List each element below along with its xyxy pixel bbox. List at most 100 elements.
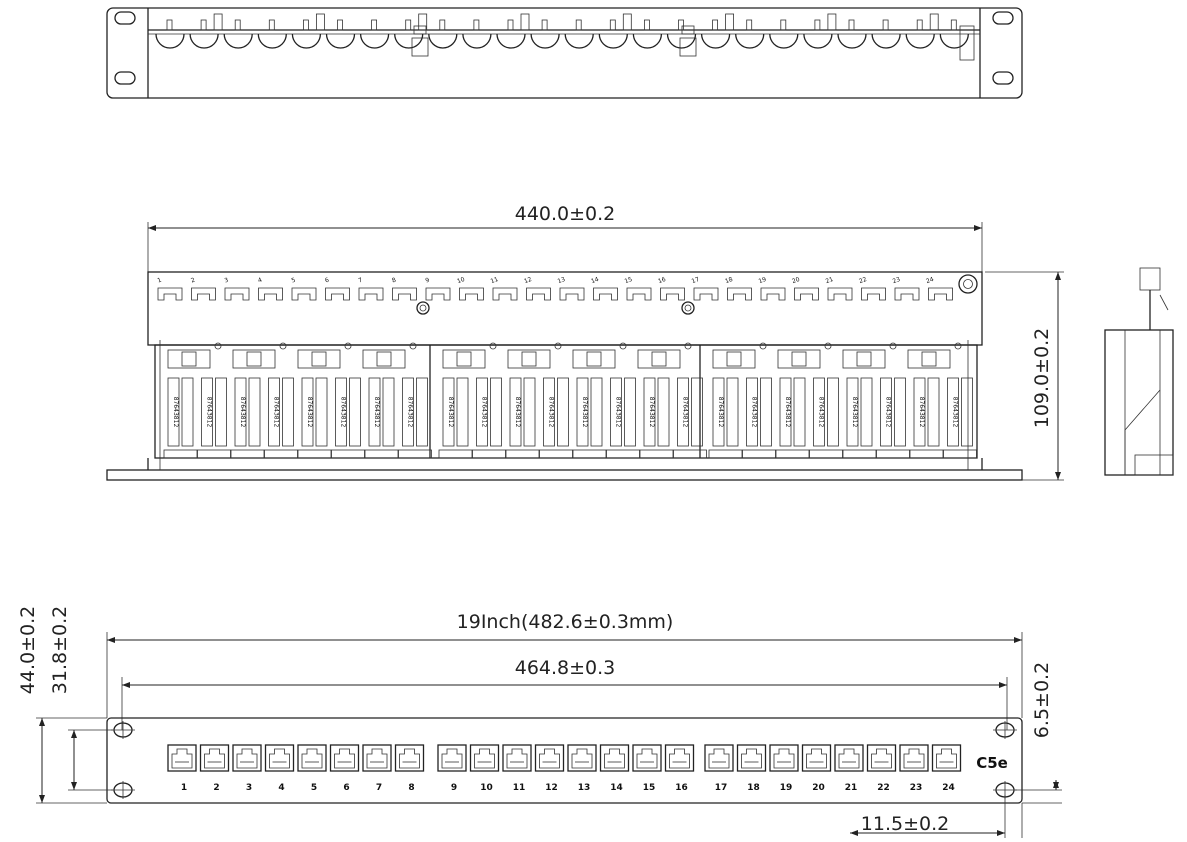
port-number: 1 [156, 277, 162, 285]
outline [520, 13, 530, 31]
outline [927, 377, 940, 447]
outline [405, 19, 412, 31]
outline [916, 19, 923, 31]
cutout [564, 33, 594, 49]
port-number: 6 [343, 783, 349, 793]
outline [469, 744, 500, 772]
port-outline [693, 287, 719, 301]
outline [456, 351, 472, 367]
outline [181, 351, 197, 367]
screw [619, 342, 627, 350]
outline [576, 377, 589, 447]
port-outline [425, 287, 451, 301]
rj45-jack [334, 748, 355, 769]
port-outline [626, 287, 652, 301]
outline [834, 744, 864, 772]
rj45-jack [741, 748, 762, 769]
port-outline [827, 287, 853, 301]
outline [364, 449, 399, 459]
screw [759, 342, 767, 350]
port-outline [492, 287, 518, 301]
outline [609, 19, 616, 31]
outline [337, 19, 343, 31]
port-number: 23 [910, 783, 923, 793]
port-number: 8 [408, 783, 414, 793]
outline [929, 13, 939, 31]
outline [114, 11, 136, 25]
pin-label: 87643812 [481, 397, 488, 428]
outline [1139, 267, 1161, 291]
pin-label: 87643812 [239, 397, 246, 428]
screw [279, 342, 287, 350]
rj45-jack [604, 748, 625, 769]
side-profile [1124, 389, 1161, 475]
outline [746, 19, 753, 31]
outline [814, 19, 821, 31]
outline [575, 19, 582, 31]
pin-label: 87643812 [717, 397, 724, 428]
pin-label: 87643812 [373, 397, 380, 428]
outline [590, 377, 603, 447]
edge [1159, 294, 1169, 311]
port-number: 14 [590, 276, 600, 285]
cutout [837, 33, 867, 49]
pin-label: 87643812 [172, 397, 179, 428]
port-outline [258, 287, 283, 301]
port-outline [894, 287, 920, 301]
port-number: 16 [675, 783, 688, 793]
outline [586, 351, 602, 367]
port-outline [291, 287, 317, 301]
rj45-jack [441, 748, 463, 769]
outline [114, 71, 136, 85]
outline [943, 449, 977, 459]
outline [736, 744, 767, 772]
outline [880, 377, 892, 447]
screw [958, 274, 978, 294]
outline [541, 19, 548, 31]
outline [961, 377, 973, 447]
cutout [462, 33, 492, 49]
cutout [735, 33, 765, 49]
outline [362, 349, 406, 369]
screw [419, 304, 427, 312]
rj45-jack [366, 748, 388, 769]
outline [876, 449, 910, 459]
port-number: 20 [791, 276, 801, 285]
port-number: 13 [578, 783, 591, 793]
rj45-jack [236, 748, 258, 769]
port-number: 5 [290, 277, 296, 285]
cutout [496, 33, 526, 49]
port-number: 9 [451, 783, 457, 793]
screw [681, 301, 695, 315]
outline [167, 349, 211, 369]
outline [860, 377, 873, 447]
pin-label: 87643812 [952, 397, 959, 428]
port-outline [224, 287, 250, 301]
outline [234, 19, 241, 31]
outline [442, 349, 486, 369]
screw [344, 342, 352, 350]
outline [543, 377, 555, 447]
outline [215, 377, 227, 447]
rj45-jack [399, 748, 420, 769]
cutout [189, 33, 219, 49]
port-number: 1 [181, 783, 187, 793]
rj45-jack [269, 748, 290, 769]
screw [684, 342, 692, 350]
outline [382, 377, 395, 447]
cutout [905, 33, 935, 49]
rj45-jack [301, 748, 323, 769]
outline [362, 744, 392, 772]
cutout [428, 33, 458, 49]
port-outline [861, 287, 886, 301]
outline [106, 717, 1023, 804]
pin-label: 87643812 [581, 397, 588, 428]
outline [959, 25, 975, 61]
category-label: C5e [976, 754, 1008, 772]
outline [1134, 454, 1174, 476]
cutout [257, 33, 287, 49]
outline [637, 349, 681, 369]
outline [622, 13, 632, 31]
outline [801, 744, 832, 772]
outline [394, 744, 425, 772]
